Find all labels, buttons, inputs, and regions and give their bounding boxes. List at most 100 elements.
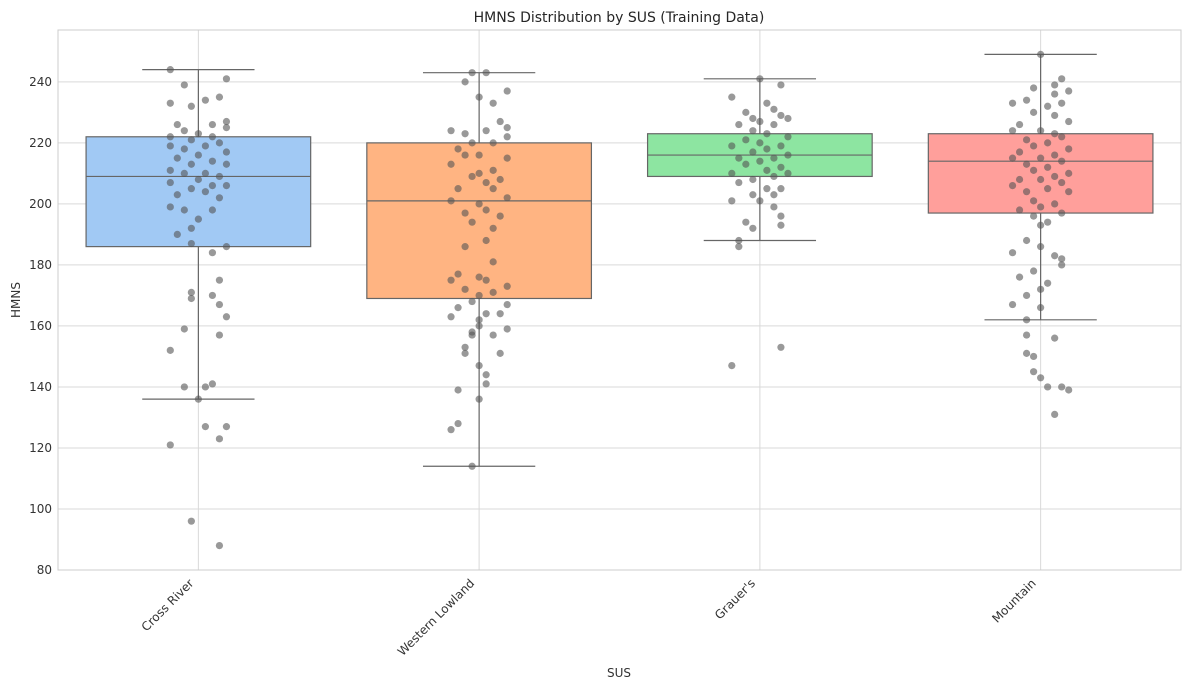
- data-point: [482, 127, 490, 135]
- data-point: [735, 236, 743, 245]
- data-point: [201, 96, 209, 104]
- data-point: [166, 133, 174, 141]
- data-point: [468, 172, 476, 181]
- data-point: [1044, 185, 1052, 193]
- box-body: [927, 133, 1154, 214]
- strip-points: [166, 50, 1073, 550]
- data-point: [728, 93, 736, 101]
- data-point: [770, 105, 778, 113]
- data-point: [201, 188, 209, 196]
- data-point: [749, 175, 757, 184]
- data-point: [1065, 188, 1073, 196]
- data-point: [475, 316, 483, 324]
- data-point: [763, 185, 771, 193]
- data-point: [461, 151, 469, 159]
- data-point: [735, 120, 743, 129]
- data-point: [173, 230, 181, 239]
- y-tick-label: 80: [37, 563, 52, 577]
- data-point: [1008, 127, 1017, 135]
- chart-title: HMNS Distribution by SUS (Training Data): [474, 10, 765, 26]
- data-point: [194, 151, 202, 159]
- data-point: [215, 331, 224, 339]
- data-point: [475, 200, 483, 208]
- data-point: [496, 310, 504, 318]
- data-point: [454, 304, 462, 312]
- data-point: [166, 346, 174, 354]
- data-point: [1051, 172, 1059, 181]
- data-point: [468, 462, 476, 470]
- data-point: [749, 148, 757, 156]
- data-point: [1030, 166, 1038, 174]
- data-point: [166, 178, 174, 187]
- data-point: [728, 142, 736, 150]
- box-3: [927, 53, 1154, 321]
- data-point: [222, 243, 231, 251]
- y-tick-label: 140: [29, 380, 52, 394]
- data-point: [482, 69, 490, 77]
- data-point: [482, 310, 490, 318]
- data-point: [503, 300, 511, 309]
- data-point: [475, 169, 483, 177]
- data-point: [1022, 188, 1031, 196]
- data-point: [770, 191, 778, 199]
- data-point: [756, 117, 764, 126]
- x-tick-label: Grauer's: [712, 576, 758, 622]
- data-point: [215, 93, 224, 101]
- data-point: [749, 127, 757, 135]
- y-axis-label: HMNS: [9, 282, 23, 318]
- data-point: [166, 166, 174, 174]
- x-tick-label: Western Lowland: [395, 576, 477, 658]
- data-point: [187, 224, 195, 232]
- data-point: [503, 282, 511, 290]
- data-point: [447, 197, 455, 205]
- data-point: [454, 270, 462, 278]
- data-point: [777, 221, 785, 229]
- data-point: [475, 151, 483, 159]
- data-point: [1051, 334, 1059, 342]
- data-point: [1044, 218, 1052, 226]
- axes-frame: [57, 29, 1182, 571]
- y-tick-label: 100: [29, 502, 52, 516]
- data-point: [215, 276, 224, 284]
- data-point: [222, 160, 231, 168]
- data-point: [475, 273, 483, 281]
- data-point: [1022, 316, 1031, 324]
- data-point: [1051, 111, 1059, 120]
- data-point: [742, 108, 750, 116]
- data-point: [1030, 197, 1038, 205]
- data-point: [482, 178, 490, 187]
- data-point: [728, 197, 736, 205]
- data-point: [454, 419, 462, 428]
- data-point: [187, 517, 195, 525]
- data-point: [763, 145, 771, 153]
- data-point: [496, 117, 504, 126]
- y-tick-label: 120: [29, 441, 52, 455]
- data-point: [222, 117, 231, 126]
- data-point: [187, 288, 195, 296]
- data-point: [173, 154, 181, 162]
- data-point: [756, 157, 764, 165]
- data-point: [468, 297, 476, 306]
- data-point: [187, 160, 195, 168]
- data-point: [1015, 273, 1024, 281]
- data-point: [1037, 50, 1045, 59]
- data-point: [1037, 374, 1045, 382]
- data-point: [489, 185, 497, 193]
- data-point: [1051, 90, 1059, 98]
- data-point: [1022, 160, 1031, 168]
- data-point: [1058, 209, 1066, 217]
- data-point: [777, 111, 785, 120]
- data-point: [749, 224, 757, 232]
- data-point: [215, 172, 224, 181]
- data-point: [1051, 151, 1059, 159]
- data-point: [756, 75, 764, 83]
- data-point: [1037, 203, 1045, 211]
- data-point: [489, 258, 497, 266]
- data-point: [1022, 349, 1031, 357]
- data-point: [728, 169, 736, 177]
- data-point: [1037, 304, 1045, 312]
- x-tick-label: Cross River: [139, 576, 197, 634]
- data-point: [482, 206, 490, 214]
- data-point: [1015, 120, 1024, 129]
